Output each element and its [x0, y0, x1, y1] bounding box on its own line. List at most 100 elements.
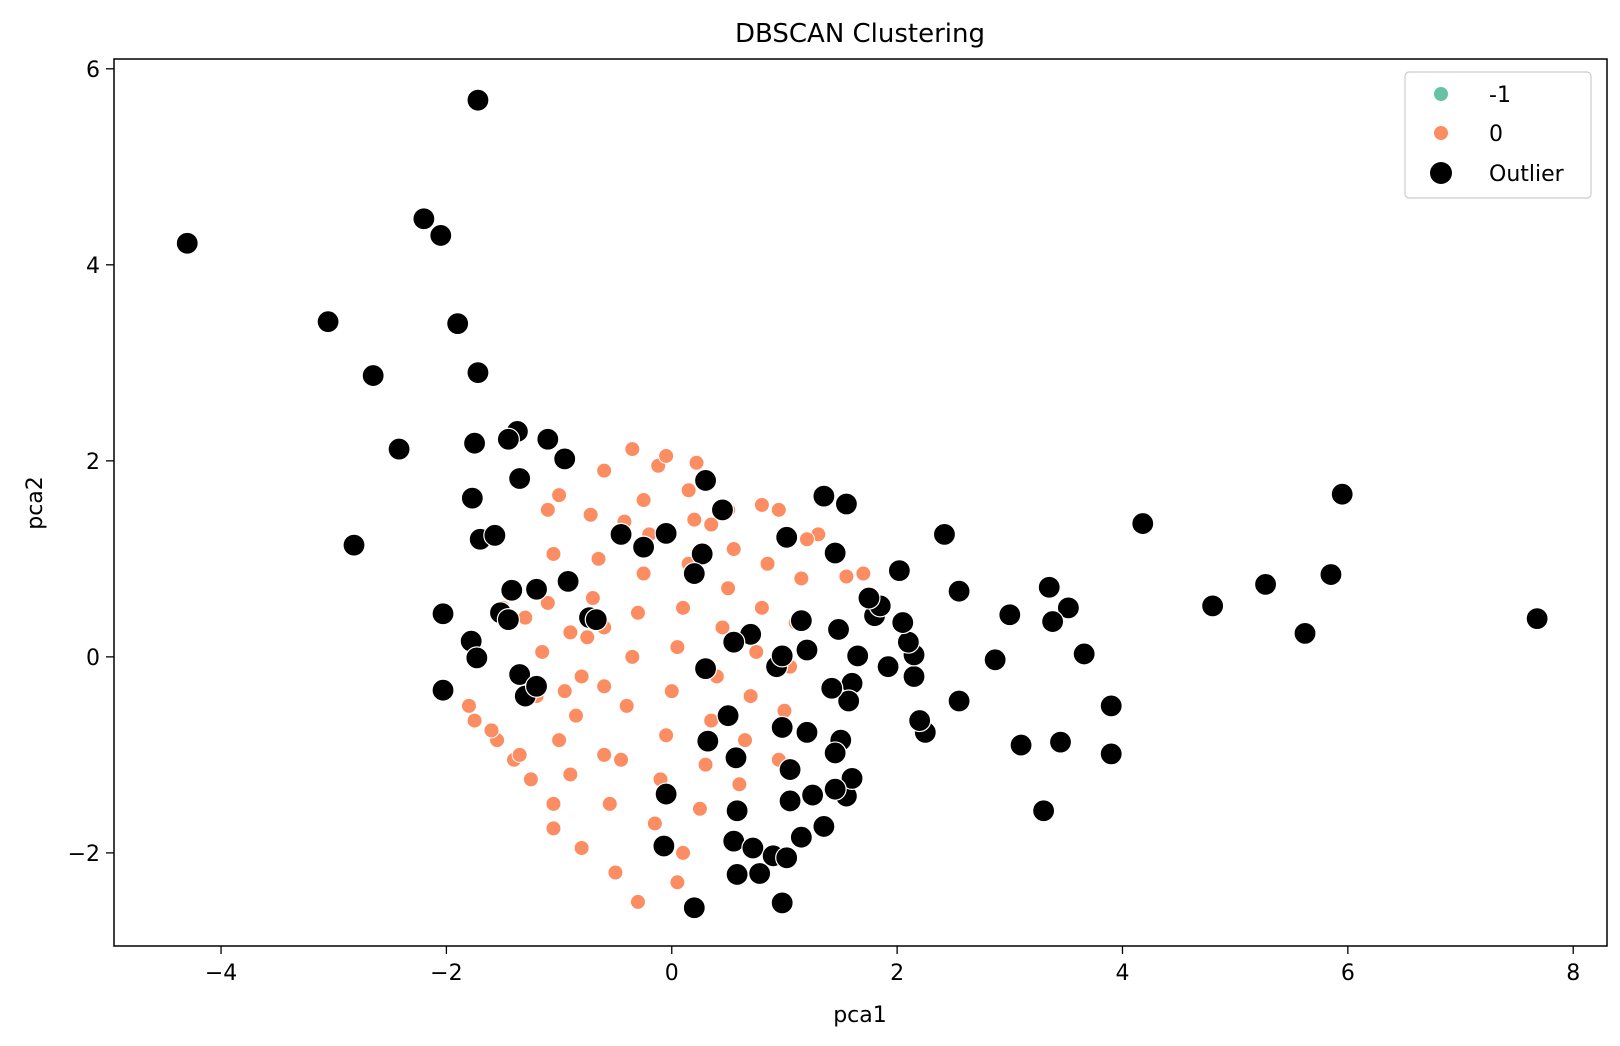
- cluster-0-point: [742, 688, 759, 705]
- cluster-0-point: [545, 545, 562, 562]
- y-tick-label: 6: [86, 58, 100, 83]
- outlier-point: [460, 486, 484, 510]
- outlier-point: [812, 814, 836, 839]
- legend-label-outlier: Outlier: [1489, 162, 1565, 187]
- cluster-0-point: [635, 565, 652, 582]
- outlier-point: [770, 715, 794, 740]
- cluster-0-point: [562, 624, 579, 641]
- outlier-point: [891, 610, 915, 635]
- outlier-point: [1041, 609, 1065, 634]
- cluster-0-point: [759, 555, 776, 572]
- y-tick-label: 4: [86, 254, 100, 279]
- outlier-point: [361, 363, 385, 388]
- outlier-point: [998, 603, 1022, 627]
- outlier-point: [840, 766, 864, 791]
- outlier-point: [823, 777, 847, 801]
- outlier-point: [823, 541, 847, 565]
- cluster-0-point: [551, 732, 568, 749]
- outlier-point: [584, 608, 608, 632]
- cluster-0-point: [798, 531, 815, 548]
- cluster-0-point: [624, 648, 641, 665]
- cluster-0-point: [720, 580, 737, 597]
- outlier-point: [775, 846, 799, 870]
- outlier-point: [1099, 694, 1123, 718]
- outlier-point: [812, 484, 836, 508]
- outlier-point: [465, 646, 489, 670]
- chart-title: DBSCAN Clustering: [735, 19, 985, 49]
- outlier-point: [947, 579, 971, 603]
- legend-label-noise: -1: [1489, 83, 1511, 108]
- outlier-point: [466, 361, 490, 385]
- outlier-point: [846, 644, 870, 668]
- outlier-point: [716, 704, 740, 728]
- outlier-point: [1525, 607, 1549, 631]
- outlier-point: [820, 676, 844, 700]
- cluster-0-point: [517, 609, 534, 626]
- cluster-0-point: [539, 501, 556, 518]
- cluster-0-point: [635, 492, 652, 509]
- outlier-point: [778, 757, 802, 782]
- cluster-0-point: [460, 697, 477, 714]
- outlier-point: [789, 609, 813, 633]
- outlier-point: [175, 231, 199, 255]
- cluster-0-point: [562, 766, 579, 783]
- x-axis-ticks: −4 −2 0 2 4 6 8: [205, 946, 1580, 986]
- outlier-point: [902, 664, 926, 689]
- outlier-point: [983, 648, 1007, 672]
- outlier-point: [556, 569, 580, 593]
- cluster-0-point: [579, 629, 596, 646]
- outlier-point: [826, 617, 851, 642]
- cluster-0-point: [629, 893, 646, 910]
- x-tick-label: 0: [665, 961, 679, 986]
- outlier-point: [1032, 799, 1056, 823]
- outlier-point: [896, 630, 920, 654]
- cluster-0-point: [838, 568, 855, 585]
- x-axis-label: pca1: [833, 1003, 887, 1028]
- y-axis-ticks: −2 0 2 4 6: [68, 58, 114, 867]
- cluster-0-point: [753, 599, 770, 616]
- legend-box: [1404, 71, 1592, 199]
- cluster-0-point: [573, 668, 590, 685]
- cluster-0-point: [539, 594, 556, 611]
- cluster-0-point: [675, 599, 692, 616]
- outlier-point: [710, 498, 735, 522]
- outlier-point: [483, 523, 507, 547]
- x-tick-label: −2: [430, 961, 462, 986]
- outlier-point: [887, 559, 911, 583]
- outlier-point: [696, 729, 720, 753]
- outlier-point: [834, 492, 859, 516]
- outlier-point: [801, 783, 825, 807]
- outlier-point: [508, 466, 532, 491]
- cluster-0-point: [658, 447, 675, 464]
- cluster-0-point: [663, 683, 680, 700]
- cluster-0-point: [737, 732, 754, 749]
- outlier-point: [1293, 621, 1317, 645]
- plot-area: [114, 59, 1607, 946]
- plot-frame: [113, 58, 1608, 947]
- outlier-point: [1253, 572, 1278, 596]
- cluster-0-point: [522, 771, 539, 788]
- cluster-0-point: [658, 727, 675, 744]
- cluster-0-point: [613, 751, 630, 768]
- cluster-0-point: [596, 462, 613, 479]
- outlier-point: [741, 836, 765, 860]
- cluster-0-point: [691, 800, 708, 817]
- x-tick-label: 4: [1115, 961, 1129, 986]
- outlier-point: [795, 720, 819, 744]
- outlier-point: [789, 825, 813, 849]
- cluster-0-point: [534, 643, 551, 660]
- legend: -1 0 Outlier: [1404, 71, 1592, 199]
- outlier-point: [553, 447, 577, 471]
- cluster-0-point: [551, 487, 568, 504]
- cluster-0-point: [855, 565, 872, 582]
- outlier-point: [1072, 642, 1096, 666]
- outlier-point: [795, 638, 819, 662]
- cluster-0-point: [646, 815, 663, 832]
- outlier-point: [932, 522, 957, 546]
- cluster-0-point: [793, 570, 810, 587]
- x-tick-label: 8: [1566, 961, 1580, 986]
- outlier-point: [682, 561, 706, 586]
- outlier-point: [778, 789, 802, 813]
- outlier-point: [446, 312, 470, 336]
- cluster-0-point: [466, 712, 483, 729]
